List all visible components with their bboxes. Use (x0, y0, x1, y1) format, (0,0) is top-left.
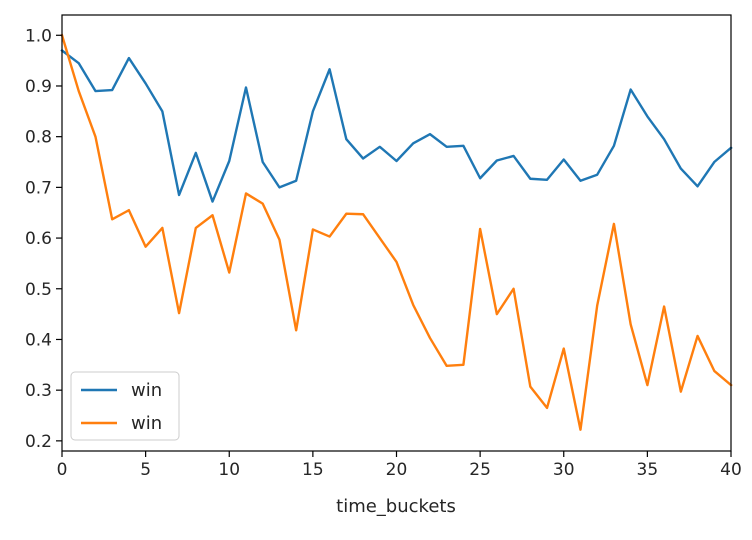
y-tick-label: 0.6 (25, 229, 52, 249)
y-tick-label: 0.8 (25, 128, 52, 148)
x-tick-label: 0 (57, 460, 68, 480)
x-axis-title: time_buckets (336, 496, 456, 517)
series-line-1 (60, 48, 733, 203)
y-tick-label: 0.2 (25, 432, 52, 452)
legend-label-series-1: win (131, 380, 162, 401)
y-tick-label: 0.5 (25, 280, 52, 300)
x-axis: 0 5 10 15 20 25 30 35 40 (57, 451, 742, 480)
x-tick-label: 25 (469, 460, 491, 480)
y-axis: 0.2 0.3 0.4 0.5 0.6 0.7 0.8 0.9 1.0 (25, 26, 62, 452)
legend-label-series-2: win (131, 413, 162, 434)
y-tick-label: 0.9 (25, 77, 52, 97)
x-tick-label: 5 (140, 460, 151, 480)
y-tick-label: 0.7 (25, 178, 52, 198)
legend: win win (70, 371, 180, 441)
y-tick-label: 1.0 (25, 26, 52, 46)
legend-frame (70, 371, 180, 441)
series-layer (60, 33, 733, 431)
y-tick-label: 0.4 (25, 330, 52, 350)
x-tick-label: 15 (302, 460, 324, 480)
x-tick-label: 40 (720, 460, 742, 480)
y-tick-label: 0.3 (25, 381, 52, 401)
x-tick-label: 30 (553, 460, 575, 480)
x-tick-label: 20 (386, 460, 408, 480)
series-line-2 (60, 33, 733, 431)
x-tick-label: 35 (637, 460, 659, 480)
x-tick-label: 10 (218, 460, 240, 480)
